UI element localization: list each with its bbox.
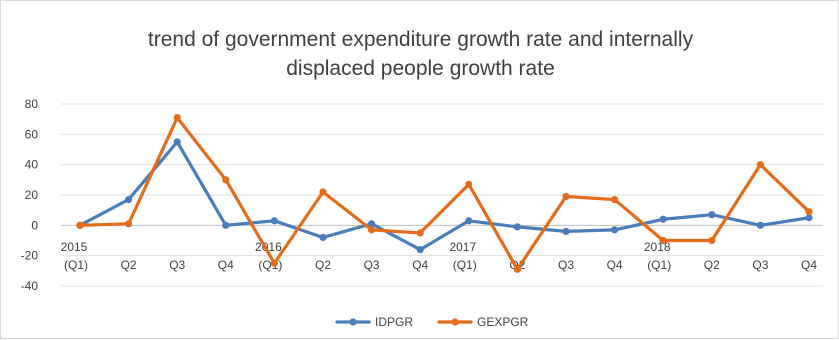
x-tick-year: 2015 <box>61 240 88 254</box>
series-line-idpgr <box>78 140 811 252</box>
x-tick-year: 2017 <box>449 240 476 254</box>
data-point-gexpgr <box>659 236 667 245</box>
data-point-gexpgr <box>76 221 84 229</box>
data-point-gexpgr <box>416 229 424 237</box>
data-point-idpgr <box>270 217 278 225</box>
data-point-gexpgr <box>222 176 230 184</box>
y-tick-label: 40 <box>25 158 39 172</box>
data-point-idpgr <box>611 226 619 234</box>
x-tick-label: Q3 <box>752 258 768 272</box>
x-tick-label: (Q1) <box>258 258 282 272</box>
legend-label-gexpgr: GEXPGR <box>477 315 529 329</box>
x-tick-label: Q4 <box>801 258 817 272</box>
data-point-idpgr <box>465 217 473 225</box>
y-tick-label: -40 <box>21 279 39 293</box>
data-point-idpgr <box>222 221 230 229</box>
y-tick-label: -20 <box>21 249 39 263</box>
data-point-gexpgr <box>805 208 813 216</box>
legend-label-idpgr: IDPGR <box>375 315 413 329</box>
data-point-gexpgr <box>125 220 133 228</box>
x-tick-label: (Q1) <box>64 258 88 272</box>
y-tick-label: 80 <box>25 97 39 111</box>
data-point-gexpgr <box>611 195 619 204</box>
data-point-idpgr <box>368 220 376 228</box>
y-tick-label: 20 <box>25 188 39 202</box>
x-tick-label: Q4 <box>607 258 623 272</box>
x-tick-label: (Q1) <box>453 258 477 272</box>
legend-marker-idpgr <box>349 318 357 326</box>
data-point-gexpgr <box>513 265 522 273</box>
data-point-gexpgr <box>270 259 278 267</box>
chart-title: trend of government expenditure growth r… <box>1 25 839 83</box>
data-point-gexpgr <box>173 114 181 122</box>
x-tick-label: Q2 <box>121 258 137 272</box>
data-point-idpgr <box>562 227 570 235</box>
chart-title-line-1: trend of government expenditure growth r… <box>147 28 694 51</box>
x-tick-label: Q3 <box>558 258 574 272</box>
y-tick-label: 60 <box>25 127 39 141</box>
series-line-gexpgr <box>78 116 811 271</box>
data-point-gexpgr <box>319 188 327 196</box>
x-tick-label: Q2 <box>315 258 331 272</box>
chart-title-line-2: displaced people growth rate <box>286 57 555 80</box>
y-tick-label: 0 <box>31 218 38 232</box>
data-point-idpgr <box>513 223 522 231</box>
data-point-gexpgr <box>562 192 570 201</box>
data-point-gexpgr <box>756 161 765 169</box>
data-point-idpgr <box>756 221 765 229</box>
data-point-idpgr <box>659 215 667 223</box>
data-point-gexpgr <box>708 236 716 245</box>
x-tick-label: Q2 <box>704 258 720 272</box>
data-point-idpgr <box>319 233 327 242</box>
data-point-gexpgr <box>368 226 376 234</box>
legend-marker-gexpgr <box>451 318 459 326</box>
x-tick-label: Q4 <box>218 258 234 272</box>
data-point-idpgr <box>805 214 813 222</box>
data-point-idpgr <box>125 195 133 204</box>
x-tick-label: Q3 <box>169 258 185 272</box>
x-tick-label: (Q1) <box>647 258 671 272</box>
data-point-idpgr <box>708 211 716 219</box>
data-point-idpgr <box>416 246 424 254</box>
x-tick-label: Q3 <box>364 258 380 272</box>
data-point-idpgr <box>173 138 181 146</box>
x-tick-label: Q4 <box>412 258 428 272</box>
data-point-gexpgr <box>465 180 473 188</box>
